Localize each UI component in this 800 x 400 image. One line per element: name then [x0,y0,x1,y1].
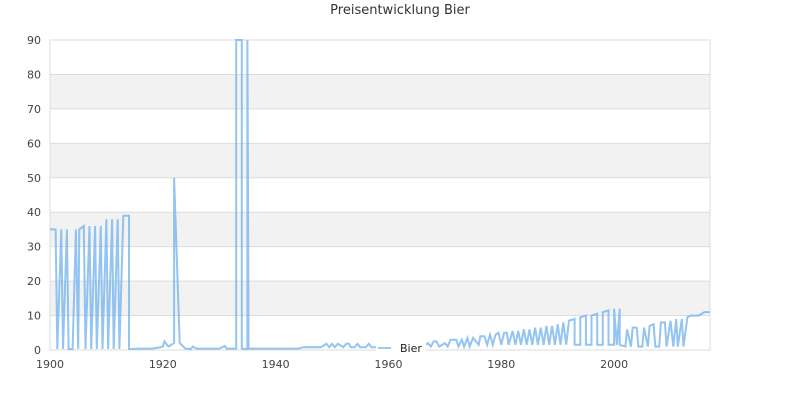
x-tick-label: 2000 [600,358,628,371]
x-tick-label: 1960 [374,358,402,371]
legend-label: Bier [400,341,422,355]
y-tick-label: 80 [27,68,41,81]
x-tick-label: 1980 [487,358,515,371]
x-axis-ticks: 1900 1920 1940 1960 1980 2000 [36,358,628,371]
grid-band [50,74,710,109]
y-tick-label: 70 [27,103,41,116]
grid-band [50,281,710,316]
y-tick-label: 0 [34,344,41,357]
y-tick-label: 10 [27,310,41,323]
grid-band [50,212,710,247]
y-tick-label: 20 [27,275,41,288]
chart-title: Preisentwicklung Bier [330,3,470,18]
y-tick-label: 50 [27,172,41,185]
y-tick-label: 90 [27,34,41,47]
x-tick-label: 1940 [262,358,290,371]
y-tick-label: 60 [27,137,41,150]
x-tick-label: 1920 [149,358,177,371]
series-line-bier [50,39,710,351]
legend-swatch-icon [378,347,391,349]
x-tick-label: 1900 [36,358,64,371]
legend: Bier [376,340,426,356]
grid-band [50,143,710,178]
y-tick-label: 30 [27,241,41,254]
y-tick-label: 40 [27,206,41,219]
grid-bands [50,74,710,316]
y-axis-ticks: 0 10 20 30 40 50 60 70 80 90 [27,34,41,357]
